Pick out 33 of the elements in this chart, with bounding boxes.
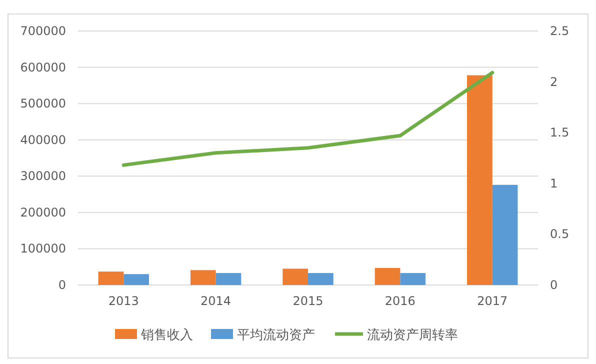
- y-tick-label: 400000: [20, 132, 66, 147]
- y-tick-label: 200000: [20, 205, 66, 220]
- y-tick-label: 100000: [20, 242, 66, 256]
- y-tick-label: 300000: [20, 169, 66, 184]
- legend-label: 平均流动资产: [237, 327, 315, 343]
- x-tick-label: 2013: [108, 294, 139, 308]
- x-tick-label: 2016: [384, 294, 416, 308]
- y2-tick-label: 0: [550, 278, 558, 292]
- y2-tick-label: 2: [550, 74, 558, 89]
- x-tick-label: 2014: [200, 294, 232, 308]
- bar: [190, 270, 216, 285]
- y2-tick-label: 1.5: [550, 126, 570, 140]
- bar: [216, 273, 242, 285]
- bar: [308, 273, 334, 285]
- y-tick-label: 700000: [20, 24, 66, 38]
- y2-tick-label: 1: [550, 176, 558, 190]
- legend-label: 流动资产周转率: [367, 327, 458, 343]
- y2-tick-label: 0.5: [550, 227, 570, 242]
- legend-label: 销售收入: [140, 328, 193, 343]
- x-tick-label: 2015: [292, 294, 324, 308]
- bar: [124, 274, 149, 285]
- bar: [400, 273, 426, 285]
- y-tick-label: 500000: [20, 96, 66, 111]
- bar: [374, 268, 400, 285]
- y-tick-label: 600000: [20, 60, 66, 74]
- bar: [98, 272, 124, 285]
- y2-tick-label: 2.5: [550, 24, 570, 38]
- bar: [467, 75, 492, 285]
- line-series: [122, 70, 494, 167]
- x-tick-label: 2017: [477, 294, 508, 308]
- y-tick-label: 0: [58, 278, 66, 292]
- bar: [492, 184, 518, 285]
- bar: [282, 268, 308, 285]
